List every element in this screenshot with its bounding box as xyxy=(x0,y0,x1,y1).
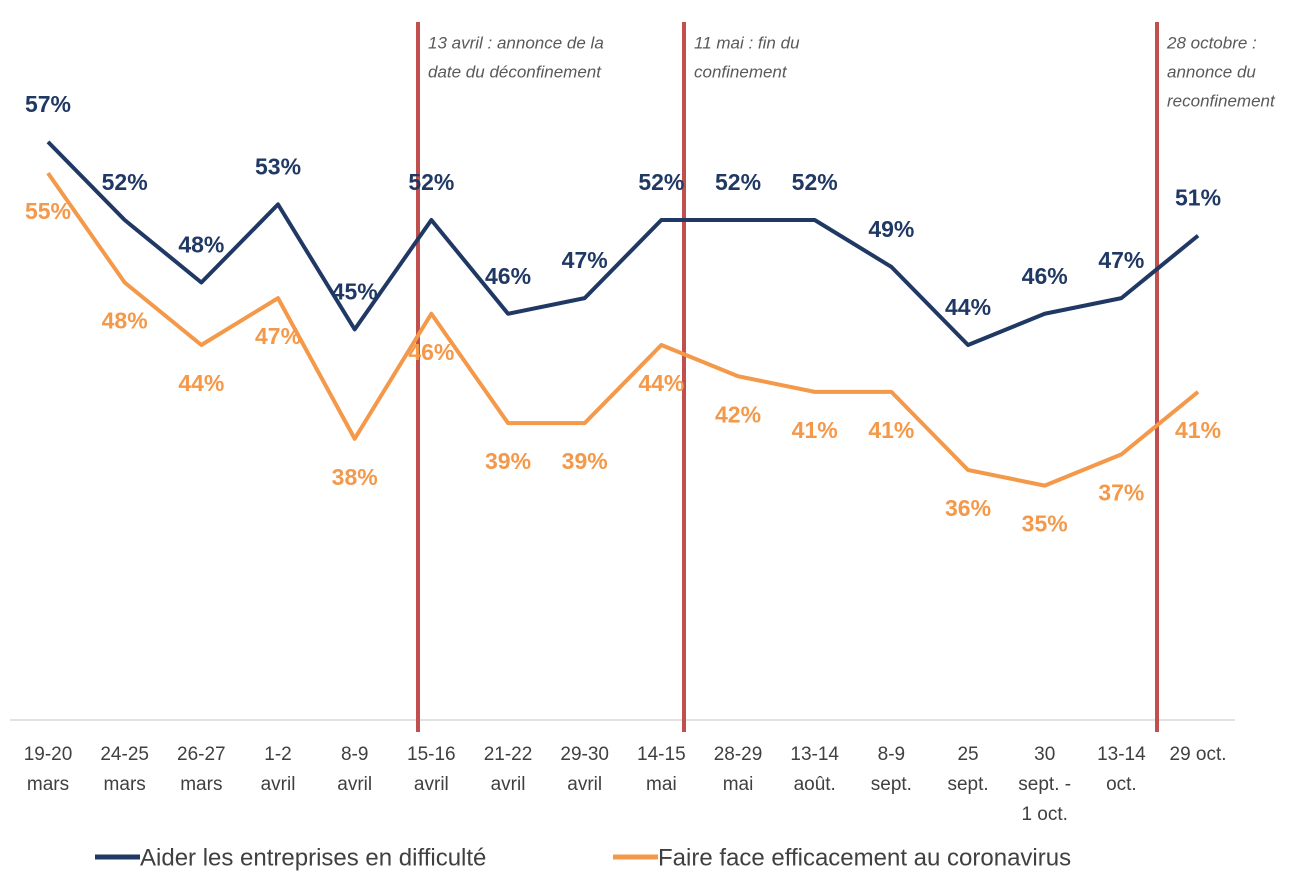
data-label: 51% xyxy=(1175,185,1221,211)
data-label: 38% xyxy=(332,464,378,490)
data-label: 46% xyxy=(485,263,531,289)
x-tick-label: mars xyxy=(104,774,146,795)
x-tick-label: 25 xyxy=(957,744,978,765)
x-tick-label: oct. xyxy=(1106,774,1137,795)
data-label: 47% xyxy=(255,323,301,349)
x-tick-label: 14-15 xyxy=(637,744,686,765)
legend-label: Aider les entreprises en difficulté xyxy=(140,844,486,871)
x-tick-label: mars xyxy=(27,774,69,795)
data-label: 41% xyxy=(868,417,914,443)
data-label: 52% xyxy=(638,169,684,195)
x-tick-label: mai xyxy=(646,774,677,795)
x-tick-label: avril xyxy=(337,774,372,795)
data-label: 48% xyxy=(178,232,224,258)
x-tick-label: 19-20 xyxy=(24,744,73,765)
annotation: reconfinement xyxy=(1167,91,1276,110)
x-tick-label: 21-22 xyxy=(484,744,533,765)
x-tick-label: 15-16 xyxy=(407,744,456,765)
x-tick-label: 1-2 xyxy=(264,744,291,765)
x-tick-label: avril xyxy=(261,774,296,795)
x-tick-label: août. xyxy=(794,774,836,795)
annotation: confinement xyxy=(694,62,788,81)
data-label: 49% xyxy=(868,216,914,242)
annotation: 11 mai : fin du xyxy=(694,33,800,52)
data-label: 52% xyxy=(792,169,838,195)
annotation: date du déconfinement xyxy=(428,62,602,81)
data-label: 53% xyxy=(255,153,301,179)
annotation: annonce du xyxy=(1167,62,1256,81)
legend-label: Faire face efficacement au coronavirus xyxy=(658,844,1071,871)
data-label: 47% xyxy=(1098,247,1144,273)
data-label: 48% xyxy=(102,308,148,334)
data-label: 39% xyxy=(562,448,608,474)
x-tick-label: mars xyxy=(180,774,222,795)
x-tick-label: 28-29 xyxy=(714,744,763,765)
data-label: 46% xyxy=(408,339,454,365)
data-label: 37% xyxy=(1098,479,1144,505)
data-label: 42% xyxy=(715,401,761,427)
x-tick-label: avril xyxy=(414,774,449,795)
x-tick-label: mai xyxy=(723,774,754,795)
annotation: 28 octobre : xyxy=(1166,33,1257,52)
x-tick-label: sept. xyxy=(947,774,988,795)
data-label: 52% xyxy=(715,169,761,195)
data-label: 44% xyxy=(945,294,991,320)
x-tick-label: 13-14 xyxy=(1097,744,1146,765)
x-tick-label: 1 oct. xyxy=(1021,804,1067,825)
data-label: 46% xyxy=(1022,263,1068,289)
annotation: 13 avril : annonce de la xyxy=(428,33,604,52)
data-label: 41% xyxy=(792,417,838,443)
x-tick-label: 30 xyxy=(1034,744,1055,765)
data-label: 44% xyxy=(178,370,224,396)
data-label: 39% xyxy=(485,448,531,474)
x-tick-label: avril xyxy=(567,774,602,795)
x-tick-label: 24-25 xyxy=(100,744,149,765)
x-tick-label: sept. - xyxy=(1018,774,1071,795)
data-label: 45% xyxy=(332,278,378,304)
x-tick-label: 26-27 xyxy=(177,744,226,765)
data-label: 44% xyxy=(638,370,684,396)
x-tick-label: sept. xyxy=(871,774,912,795)
x-tick-label: avril xyxy=(491,774,526,795)
x-tick-label: 29-30 xyxy=(560,744,609,765)
line xyxy=(46,140,1200,347)
data-label: 36% xyxy=(945,495,991,521)
data-label: 55% xyxy=(25,198,71,224)
data-label: 52% xyxy=(408,169,454,195)
data-label: 47% xyxy=(562,247,608,273)
data-label: 57% xyxy=(25,91,71,117)
data-label: 52% xyxy=(102,169,148,195)
line xyxy=(46,171,1200,488)
x-tick-label: 8-9 xyxy=(878,744,905,765)
x-tick-label: 13-14 xyxy=(790,744,839,765)
data-label: 35% xyxy=(1022,511,1068,537)
data-label: 41% xyxy=(1175,417,1221,443)
x-tick-label: 8-9 xyxy=(341,744,368,765)
x-tick-label: 29 oct. xyxy=(1170,744,1227,765)
